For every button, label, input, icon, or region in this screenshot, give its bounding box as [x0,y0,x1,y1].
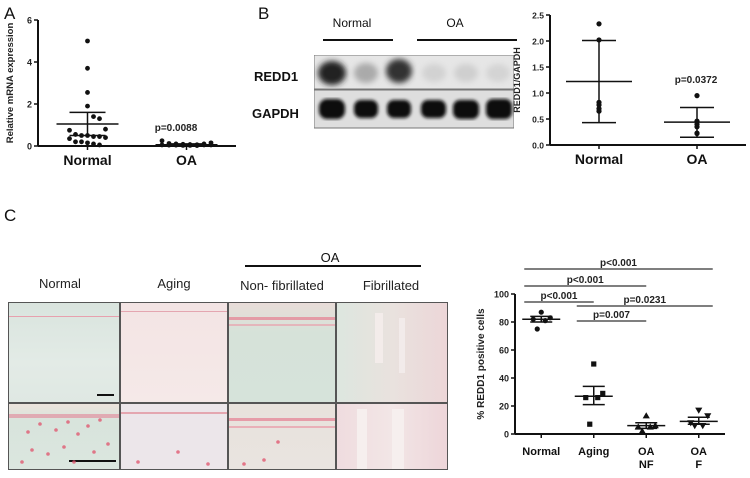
chart-a-relative-mrna: 0 2 4 6 Relative mRNA expression Normal OA p=0.… [5,16,236,168]
p-value-annotation: p=0.007 [593,310,630,321]
data-point [91,141,96,147]
p-value-annotation: p=0.0231 [623,295,666,306]
histology-grid [8,302,448,470]
scale-bar-large [69,460,116,462]
hist-tile-normal-high [8,403,120,470]
hist-tile-aging-low [120,302,228,403]
x-category-label: OA [176,152,197,168]
hist-tile-nonfib-low [228,302,336,403]
scale-bar-small [97,394,114,396]
y-tick-label: 60 [499,346,509,356]
y-tick-label: 2.5 [532,11,544,21]
y-axis-label: REDD1/GAPDH [512,47,522,113]
y-tick-label: 1.5 [532,63,544,73]
data-point [73,139,78,145]
histology-oa-header: OA [240,250,420,280]
y-tick-label: 100 [494,290,509,300]
data-point [67,136,72,142]
y-tick-label: 40 [499,374,509,384]
p-value-annotation: p<0.001 [567,275,604,286]
hist-col-fibrillated: Fibrillated [362,278,420,293]
data-point [704,413,712,420]
data-point [159,138,165,144]
hist-col-normal: Normal [39,276,81,291]
data-point [695,407,703,414]
oa-group-label: OA [320,250,340,265]
y-tick-label: 2.0 [532,37,544,47]
y-tick-label: 20 [499,402,509,412]
data-point [97,142,102,148]
data-point [583,395,589,401]
data-point [97,116,102,122]
oa-group-bar [245,265,421,267]
panel-a-letter: A [4,4,16,23]
data-point [67,127,72,133]
data-point [85,140,90,146]
p-value-annotation: p=0.0088 [155,123,198,134]
x-category-label: Normal [63,152,111,168]
data-point [534,326,540,332]
p-value-annotation: p<0.001 [600,258,637,269]
wb-row-redd1: REDD1 [254,69,299,84]
p-value-annotation: p=0.0372 [675,75,718,86]
y-tick-label: 6 [27,16,32,26]
wb-oa-bar [417,39,517,41]
wb-normal-bar [323,39,393,41]
x-category-label: NF [639,459,654,471]
y-axis-label: Relative mRNA expression [5,23,16,144]
y-tick-label: 0 [27,142,32,152]
data-point [600,390,606,396]
panel-b-letter: B [258,4,270,23]
hist-tile-fib-high [336,403,448,470]
hist-col-non-fibrillated: Non- fibrillated [240,278,324,293]
x-category-label: Normal [522,446,560,458]
hist-col-aging: Aging [157,276,191,291]
wb-row-gapdh: GAPDH [252,106,299,121]
x-category-label: Normal [575,151,623,167]
data-point [694,93,700,99]
x-category-label: Aging [578,446,609,458]
y-tick-label: 0.0 [532,141,544,151]
chart-b-redd1-gapdh: 0.0 0.5 1.0 1.5 2.0 2.5 REDD1/GAPDH Normal OA p=0… [512,11,746,167]
x-category-label: F [695,459,702,471]
y-tick-label: 0.5 [532,115,544,125]
panel-c-letter: C [4,206,17,225]
hist-tile-normal-low [8,302,120,403]
histology-cells [20,418,280,466]
data-point [79,139,84,145]
wb-group-oa: OA [446,16,464,30]
western-blot: Normal OA [310,0,520,140]
wb-blot-image [314,55,514,129]
p-value-annotation: p<0.001 [541,291,578,302]
chart-c-redd1-positive: 0 20 40 60 80 100 % REDD1 positive cells Normal… [476,258,725,471]
y-tick-label: 1.0 [532,89,544,99]
y-tick-label: 0 [504,430,509,440]
y-axis-label: % REDD1 positive cells [476,308,487,420]
data-point [103,126,108,132]
data-point [591,361,597,367]
data-point [85,38,90,44]
data-point [85,103,90,109]
data-point [587,421,593,427]
y-tick-label: 4 [27,58,32,68]
y-tick-label: 80 [499,318,509,328]
x-category-label: OA [687,151,708,167]
hist-tile-fib-low [336,302,448,403]
hist-tile-aging-high [120,403,228,470]
data-point [85,65,90,71]
wb-group-normal: Normal [332,16,372,30]
data-point [103,135,108,141]
x-category-label: OA [691,446,708,458]
data-point [538,309,544,315]
data-point [596,21,602,27]
data-point [642,412,650,419]
data-point [91,114,96,119]
data-point [638,427,646,434]
hist-tile-nonfib-high [228,403,336,470]
data-point [595,395,601,401]
y-tick-label: 2 [27,100,32,110]
data-point [85,90,90,95]
x-category-label: OA [638,446,655,458]
